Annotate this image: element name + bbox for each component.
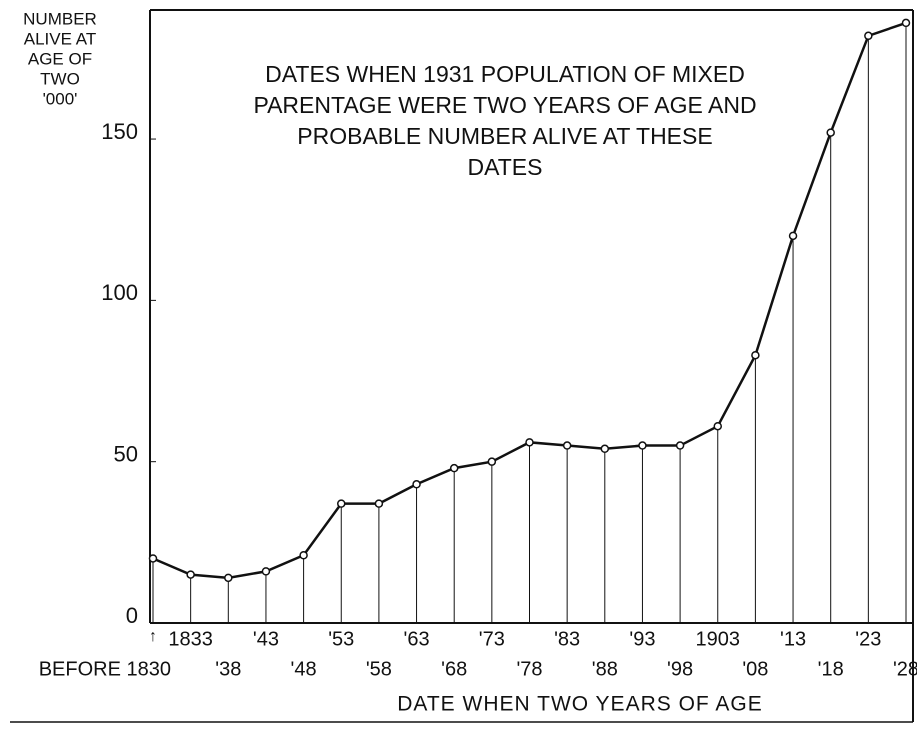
- x-tick-label: '78: [516, 658, 542, 680]
- data-point: [713, 421, 722, 431]
- data-point: [374, 499, 384, 508]
- data-point: [148, 554, 158, 563]
- y-title-line: TWO: [40, 69, 80, 88]
- data-point: [299, 550, 308, 560]
- y-title-line: '000': [43, 89, 78, 108]
- x-tick-label: BEFORE 1830: [39, 658, 171, 680]
- data-point: [901, 18, 911, 28]
- data-point: [337, 499, 346, 508]
- x-tick-label: '63: [404, 628, 430, 650]
- x-tick-label: '23: [855, 628, 881, 650]
- x-tick-label: 1833: [168, 628, 213, 650]
- data-point: [751, 350, 760, 360]
- x-tick-label: '48: [291, 658, 317, 680]
- data-point: [487, 457, 497, 466]
- data-point: [449, 463, 459, 473]
- title: DATES WHEN 1931 POPULATION OF MIXED PAREN…: [253, 61, 756, 180]
- x-tick-label: '68: [441, 658, 467, 680]
- y-title-line: NUMBER: [23, 9, 97, 28]
- data-point: [261, 567, 271, 576]
- data-point: [224, 573, 233, 583]
- y-tick-label: 150: [101, 119, 138, 144]
- data-point: [826, 128, 835, 137]
- title-line: DATES: [468, 154, 543, 180]
- data-point: [562, 441, 572, 450]
- data-point: [788, 231, 798, 241]
- data-point: [412, 480, 421, 489]
- title-line: PARENTAGE WERE TWO YEARS OF AGE AND: [253, 92, 756, 118]
- x-tick-label: '53: [328, 628, 354, 650]
- x-tick-label: '18: [818, 658, 844, 680]
- x-tick-label: '88: [592, 658, 618, 680]
- x-axis-title: DATE WHEN TWO YEARS OF AGE: [397, 693, 763, 716]
- y-title-line: ALIVE AT: [24, 29, 96, 48]
- x-tick-label: '43: [253, 628, 279, 650]
- title-line: PROBABLE NUMBER ALIVE AT THESE: [297, 123, 712, 149]
- y-tick-label: 0: [126, 603, 138, 628]
- x-tick-label: '08: [742, 658, 768, 680]
- data-point: [600, 444, 610, 454]
- y-title-line: AGE OF: [28, 49, 92, 68]
- x-tick-label: '98: [667, 658, 693, 680]
- data-point: [186, 570, 195, 579]
- y-tick-label: 100: [101, 280, 138, 305]
- x-tick-label: '58: [366, 658, 392, 680]
- x-tick-label: 1903: [696, 628, 741, 650]
- x-tick-label: '93: [629, 628, 655, 650]
- title-line: DATES WHEN 1931 POPULATION OF MIXED: [265, 61, 745, 87]
- y-tick-label: 50: [114, 441, 138, 466]
- x-tick-label: '38: [215, 658, 241, 680]
- arrow: ↑: [149, 628, 157, 645]
- x-tick-label: '28: [893, 658, 917, 680]
- data-point: [864, 31, 873, 41]
- x-tick-label: '73: [479, 628, 505, 650]
- data-point: [675, 441, 685, 450]
- x-tick-label: '83: [554, 628, 580, 650]
- data-point: [638, 441, 647, 450]
- data-point: [525, 438, 534, 447]
- x-tick-label: '13: [780, 628, 806, 650]
